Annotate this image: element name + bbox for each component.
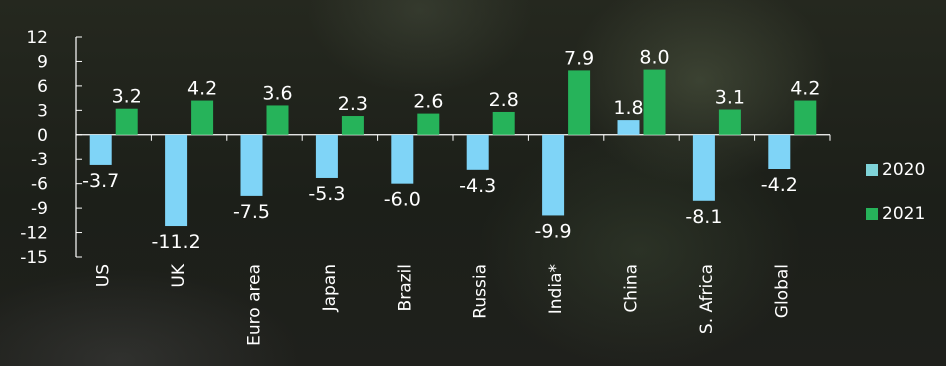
data-label-2020-2: -11.2: [152, 231, 201, 253]
bar-2021-8: [643, 69, 666, 135]
legend-label-2021: 2021: [882, 204, 926, 224]
data-label-2020-3: -7.5: [233, 201, 270, 223]
bar-2020-9: [692, 134, 715, 201]
data-label-2020-9: -8.1: [685, 206, 722, 228]
legend-swatch-2020: [866, 164, 878, 176]
bar-2021-5: [417, 113, 440, 135]
bar-2021-7: [568, 70, 591, 135]
y-tick-label: -3: [31, 150, 48, 170]
bar-2020-7: [542, 134, 565, 216]
category-label-10: Global: [772, 264, 792, 318]
data-label-2021-2: 4.2: [187, 78, 217, 100]
data-label-2020-4: -5.3: [308, 183, 345, 205]
data-label-2021-6: 2.8: [489, 89, 519, 111]
bar-2021-9: [718, 109, 741, 135]
bar-2021-10: [794, 100, 817, 135]
bar-2020-10: [768, 134, 791, 169]
data-label-2021-3: 3.6: [262, 82, 292, 104]
bar-2021-2: [191, 100, 214, 135]
data-label-2020-8: 1.8: [613, 97, 643, 119]
y-tick-label: -12: [20, 224, 48, 244]
bar-2020-5: [391, 134, 414, 184]
y-tick-label: -6: [31, 175, 48, 195]
category-label-6: Russia: [471, 264, 491, 319]
bar-2021-4: [341, 116, 364, 135]
category-label-4: Japan: [320, 264, 340, 312]
y-tick-label: -15: [20, 248, 48, 268]
y-tick-label: -9: [31, 199, 48, 219]
data-label-2021-7: 7.9: [564, 47, 594, 69]
category-label-7: India*: [546, 264, 566, 314]
bar-2020-4: [315, 134, 338, 178]
bar-2021-6: [492, 111, 515, 135]
data-label-2020-1: -3.7: [82, 170, 119, 192]
bar-2020-6: [466, 134, 489, 170]
category-label-5: Brazil: [395, 264, 415, 311]
data-label-2021-5: 2.6: [413, 91, 443, 113]
legend-label-2020: 2020: [882, 160, 926, 180]
data-label-2021-10: 4.2: [790, 78, 820, 100]
category-label-8: China: [622, 264, 642, 313]
y-tick-label: 0: [37, 126, 48, 146]
legend-item-2021: 2021: [866, 204, 925, 224]
data-label-2021-8: 8.0: [639, 47, 669, 69]
data-label-2021-4: 2.3: [338, 93, 368, 115]
bar-2020-1: [89, 134, 112, 165]
legend-swatch-2021: [866, 208, 878, 220]
category-label-9: S. Africa: [697, 264, 717, 334]
y-tick-label: 9: [37, 52, 48, 72]
legend-item-2020: 2020: [866, 160, 925, 180]
data-label-2020-6: -4.3: [459, 175, 496, 197]
data-label-2020-7: -9.9: [535, 220, 572, 242]
category-label-2: UK: [169, 263, 189, 287]
data-label-2020-10: -4.2: [761, 174, 798, 196]
bar-2020-3: [240, 134, 263, 196]
bar-2020-2: [165, 134, 188, 227]
data-label-2021-9: 3.1: [715, 87, 745, 109]
bar-2021-3: [266, 105, 289, 135]
y-tick-label: 6: [37, 77, 48, 97]
y-tick-label: 12: [26, 28, 48, 48]
category-label-3: Euro area: [245, 264, 265, 346]
data-label-2021-1: 3.2: [112, 86, 142, 108]
category-label-1: US: [94, 264, 114, 287]
bar-2021-1: [115, 108, 138, 135]
bar-2020-8: [617, 120, 640, 135]
y-tick-label: 3: [37, 101, 48, 121]
data-label-2020-5: -6.0: [384, 189, 421, 211]
legend: 2020 2021: [866, 160, 925, 224]
